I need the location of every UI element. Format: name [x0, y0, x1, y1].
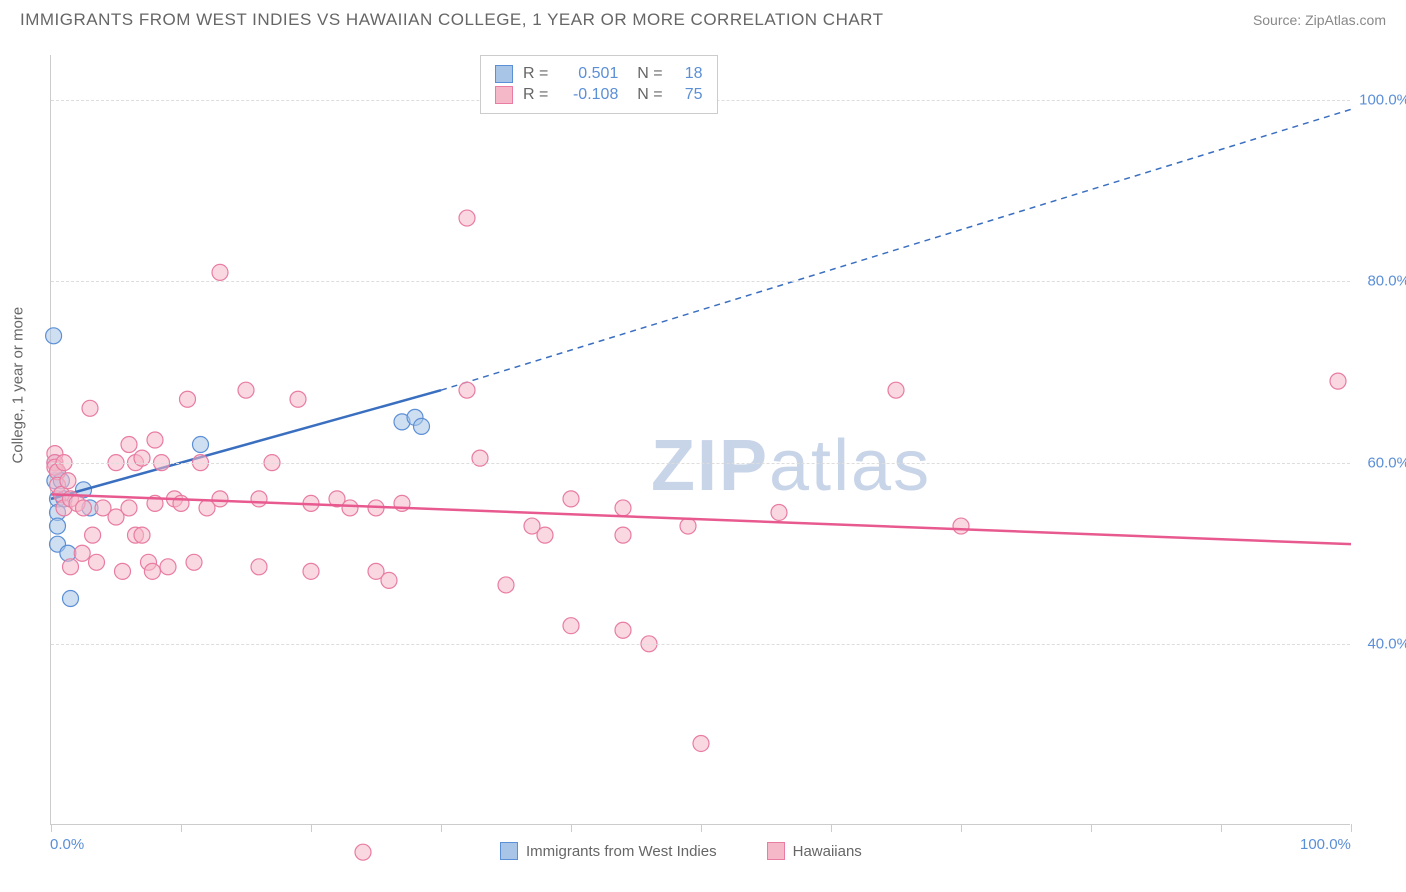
- scatter-point: [615, 500, 631, 516]
- scatter-point: [89, 554, 105, 570]
- bottom-legend-item: Hawaiians: [767, 842, 862, 860]
- legend-swatch: [495, 86, 513, 104]
- scatter-point: [459, 382, 475, 398]
- scatter-point: [134, 450, 150, 466]
- x-tick: [1351, 824, 1352, 832]
- x-tick: [441, 824, 442, 832]
- scatter-point: [381, 572, 397, 588]
- scatter-point: [134, 527, 150, 543]
- scatter-point: [303, 563, 319, 579]
- x-tick: [701, 824, 702, 832]
- scatter-point: [76, 500, 92, 516]
- scatter-point: [121, 437, 137, 453]
- x-tick: [51, 824, 52, 832]
- x-tick: [831, 824, 832, 832]
- scatter-point: [85, 527, 101, 543]
- scatter-point: [615, 527, 631, 543]
- source-label: Source: ZipAtlas.com: [1253, 12, 1386, 28]
- scatter-point: [46, 328, 62, 344]
- legend-r-value: 0.501: [558, 65, 618, 83]
- legend-r-value: -0.108: [558, 86, 618, 104]
- scatter-point: [50, 518, 66, 534]
- scatter-point: [498, 577, 514, 593]
- scatter-point: [888, 382, 904, 398]
- scatter-point: [121, 500, 137, 516]
- bottom-legend: Immigrants from West Indies Hawaiians: [500, 842, 862, 860]
- trend-line: [51, 390, 441, 499]
- x-tick: [1091, 824, 1092, 832]
- scatter-point: [82, 400, 98, 416]
- scatter-point: [63, 591, 79, 607]
- bottom-legend-label: Immigrants from West Indies: [526, 843, 717, 860]
- scatter-point: [251, 559, 267, 575]
- scatter-point: [414, 418, 430, 434]
- x-tick: [961, 824, 962, 832]
- scatter-point: [74, 545, 90, 561]
- legend-swatch: [767, 842, 785, 860]
- bottom-legend-item: Immigrants from West Indies: [500, 842, 717, 860]
- legend-row: R = 0.501 N = 18: [495, 65, 703, 83]
- y-tick-label: 40.0%: [1367, 635, 1406, 652]
- plot-svg: [51, 55, 1350, 824]
- y-tick-label: 100.0%: [1359, 92, 1406, 109]
- scatter-point: [693, 735, 709, 751]
- x-tick: [311, 824, 312, 832]
- trend-line-dashed: [441, 109, 1351, 390]
- gridline: [51, 281, 1350, 282]
- y-tick-label: 80.0%: [1367, 273, 1406, 290]
- bottom-legend-label: Hawaiians: [793, 843, 862, 860]
- x-tick-label: 100.0%: [1300, 836, 1351, 853]
- scatter-point: [186, 554, 202, 570]
- scatter-point: [160, 559, 176, 575]
- chart-container: College, 1 year or more ZIPatlas 40.0%60…: [0, 35, 1406, 865]
- legend-n-value: 75: [673, 86, 703, 104]
- scatter-point: [290, 391, 306, 407]
- scatter-point: [472, 450, 488, 466]
- legend-n-value: 18: [673, 65, 703, 83]
- y-tick-label: 60.0%: [1367, 454, 1406, 471]
- scatter-point: [563, 618, 579, 634]
- legend-n-label: N =: [628, 65, 662, 83]
- scatter-point: [115, 563, 131, 579]
- legend-row: R = -0.108 N = 75: [495, 86, 703, 104]
- scatter-point: [342, 500, 358, 516]
- scatter-point: [180, 391, 196, 407]
- scatter-point: [563, 491, 579, 507]
- legend-r-label: R =: [523, 86, 548, 104]
- scatter-point: [212, 264, 228, 280]
- scatter-point: [680, 518, 696, 534]
- x-tick: [571, 824, 572, 832]
- scatter-point: [60, 473, 76, 489]
- scatter-point: [251, 491, 267, 507]
- scatter-point: [1330, 373, 1346, 389]
- x-tick: [181, 824, 182, 832]
- correlation-legend: R = 0.501 N = 18 R = -0.108 N = 75: [480, 55, 718, 114]
- scatter-point: [212, 491, 228, 507]
- scatter-point: [173, 495, 189, 511]
- plot-area: ZIPatlas 40.0%60.0%80.0%100.0%: [50, 55, 1350, 825]
- x-tick-label: 0.0%: [50, 836, 84, 853]
- scatter-point: [459, 210, 475, 226]
- scatter-point: [355, 844, 371, 860]
- scatter-point: [147, 432, 163, 448]
- gridline: [51, 644, 1350, 645]
- scatter-point: [615, 622, 631, 638]
- chart-title: IMMIGRANTS FROM WEST INDIES VS HAWAIIAN …: [20, 10, 884, 30]
- scatter-point: [953, 518, 969, 534]
- legend-r-label: R =: [523, 65, 548, 83]
- scatter-point: [63, 559, 79, 575]
- y-axis-title: College, 1 year or more: [10, 307, 27, 464]
- scatter-point: [193, 437, 209, 453]
- legend-swatch: [495, 65, 513, 83]
- x-tick: [1221, 824, 1222, 832]
- scatter-point: [144, 563, 160, 579]
- gridline: [51, 463, 1350, 464]
- legend-swatch: [500, 842, 518, 860]
- legend-n-label: N =: [628, 86, 662, 104]
- trend-line: [51, 494, 1351, 544]
- chart-header: IMMIGRANTS FROM WEST INDIES VS HAWAIIAN …: [0, 0, 1406, 35]
- scatter-point: [537, 527, 553, 543]
- scatter-point: [771, 504, 787, 520]
- scatter-point: [238, 382, 254, 398]
